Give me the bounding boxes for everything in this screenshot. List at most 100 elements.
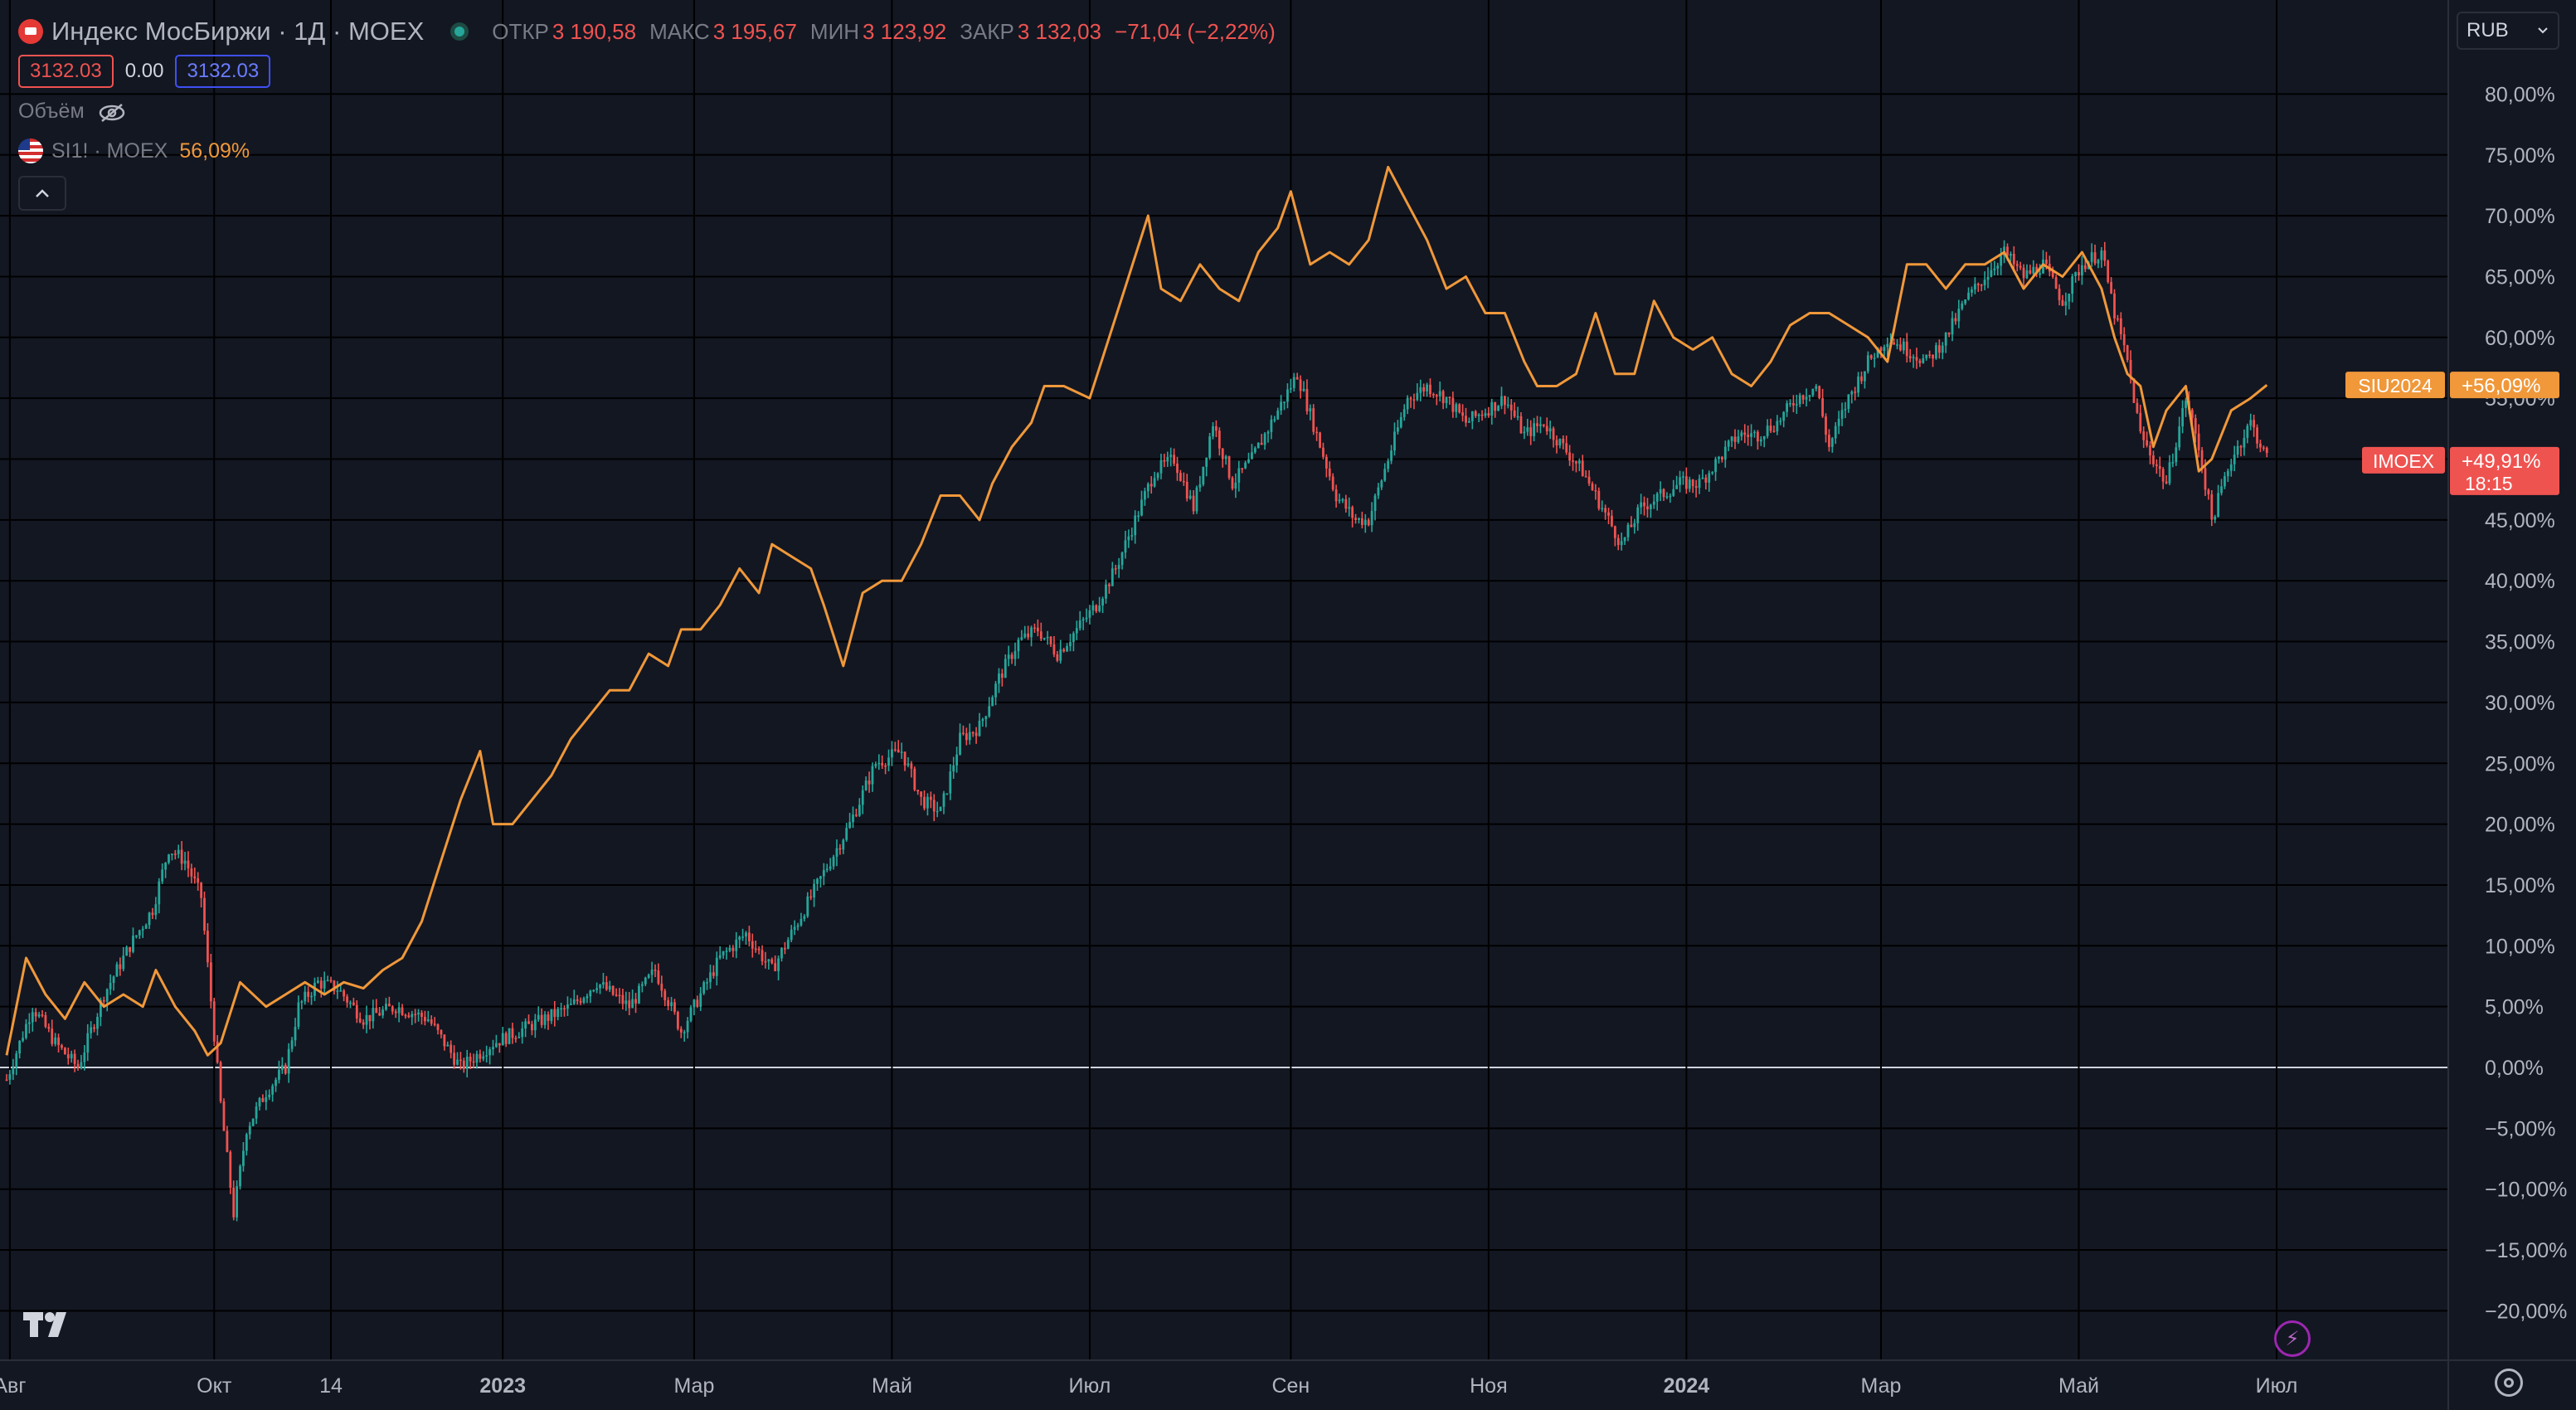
candle-body — [232, 1187, 236, 1218]
candle-body — [2161, 469, 2165, 482]
badge-name: SIU2024 — [2358, 375, 2433, 396]
buy-price-button[interactable]: 3132.03 — [175, 55, 271, 88]
candle-body — [858, 805, 861, 816]
candle-body — [1620, 541, 1623, 546]
candle-body — [102, 999, 105, 1002]
settings-gear-icon[interactable] — [2495, 1369, 2523, 1397]
candle-body — [90, 1027, 93, 1033]
candle-body — [2025, 270, 2029, 279]
candle-body — [2265, 447, 2268, 454]
ohlc-value: 3 195,67 — [712, 19, 797, 44]
candle-body — [229, 1151, 232, 1188]
candle-body — [1390, 450, 1392, 461]
candle-body — [404, 1014, 407, 1017]
candle-body — [25, 1023, 27, 1038]
candle-body — [2022, 267, 2025, 279]
symbol-title[interactable]: Индекс МосБиржи · 1Д · MOEX — [51, 17, 425, 46]
lightning-icon[interactable]: ⚡ — [2274, 1320, 2311, 1357]
candle-body — [1253, 448, 1256, 453]
candle-body — [2107, 260, 2110, 282]
candle-body — [566, 1004, 569, 1009]
candle-body — [2100, 250, 2103, 260]
currency-value: RUB — [2467, 19, 2509, 41]
candle-body — [2149, 445, 2151, 456]
candle-body — [855, 814, 858, 816]
candle-body — [718, 955, 722, 958]
candle-body — [784, 948, 786, 950]
y-tick-label: 60,00% — [2485, 327, 2555, 350]
candle-body — [1601, 508, 1604, 510]
candle-body — [2204, 468, 2207, 490]
candle-body — [1669, 495, 1672, 498]
candle-body — [2165, 481, 2168, 484]
candle-body — [1786, 403, 1788, 412]
candle-body — [848, 822, 851, 829]
candle-body — [1422, 387, 1426, 391]
candle-body — [822, 870, 825, 877]
volume-label[interactable]: Объём — [18, 99, 85, 123]
candle-body — [2058, 288, 2061, 300]
candle-body — [1808, 395, 1811, 397]
candle-body — [1062, 649, 1066, 652]
candle-body — [1095, 605, 1098, 612]
candle-body — [1711, 472, 1714, 474]
compare-symbol[interactable]: SI1! · MOEX — [51, 139, 168, 163]
candle-body — [158, 881, 161, 905]
tradingview-logo-icon[interactable] — [23, 1310, 75, 1343]
candle-body — [385, 1004, 387, 1010]
candle-body — [1973, 284, 1976, 290]
candle-body — [1844, 409, 1847, 411]
candle-body — [871, 766, 874, 785]
collapse-legend-button[interactable] — [18, 176, 66, 211]
candle-body — [2259, 443, 2262, 448]
candle-body — [644, 977, 647, 985]
candle-body — [297, 1002, 300, 1027]
candle-body — [1295, 377, 1299, 380]
candle-body — [1694, 486, 1698, 489]
y-tick-label: 0,00% — [2485, 1057, 2544, 1080]
x-tick-label: Сен — [1271, 1374, 1310, 1398]
candle-body — [1234, 482, 1237, 489]
candle-body — [2117, 318, 2119, 320]
sell-price-button[interactable]: 3132.03 — [18, 55, 114, 88]
candle-body — [1484, 413, 1487, 416]
y-tick-label: 5,00% — [2485, 996, 2544, 1019]
candle-body — [1850, 391, 1854, 395]
candle-body — [1393, 431, 1396, 451]
candle-body — [1533, 423, 1536, 436]
ohlc-value: 3 123,92 — [863, 19, 947, 44]
candle-body — [1166, 456, 1169, 462]
candle-body — [2253, 420, 2256, 428]
candle-body — [891, 749, 893, 758]
candle-body — [962, 732, 965, 735]
candle-body — [518, 1037, 521, 1038]
candle-body — [1215, 425, 1218, 431]
candle-body — [1117, 565, 1120, 569]
candle-body — [1010, 654, 1013, 659]
x-tick-label: Июл — [1069, 1374, 1111, 1398]
candle-body — [1441, 391, 1445, 404]
eye-off-icon[interactable] — [98, 102, 126, 122]
candle-body — [533, 1019, 537, 1031]
candle-body — [1000, 673, 1004, 678]
candle-body — [1173, 455, 1175, 464]
candle-body — [1432, 394, 1435, 396]
candle-body — [433, 1023, 436, 1025]
candle-body — [1030, 627, 1033, 638]
candle-body — [1896, 344, 1898, 346]
currency-select[interactable]: RUB — [2457, 12, 2559, 50]
price-badge-SIU2024: SIU2024 +56,09% — [2345, 372, 2559, 399]
candle-body — [608, 985, 611, 990]
candle-body — [287, 1048, 290, 1074]
candle-body — [423, 1017, 426, 1022]
candle-body — [1188, 495, 1192, 499]
candle-body — [1947, 332, 1951, 335]
candle-body — [329, 980, 333, 982]
candle-body — [1263, 433, 1266, 445]
candle-body — [754, 948, 757, 951]
candle-body — [2155, 464, 2158, 466]
candle-body — [1231, 478, 1234, 489]
candle-body — [952, 765, 955, 772]
